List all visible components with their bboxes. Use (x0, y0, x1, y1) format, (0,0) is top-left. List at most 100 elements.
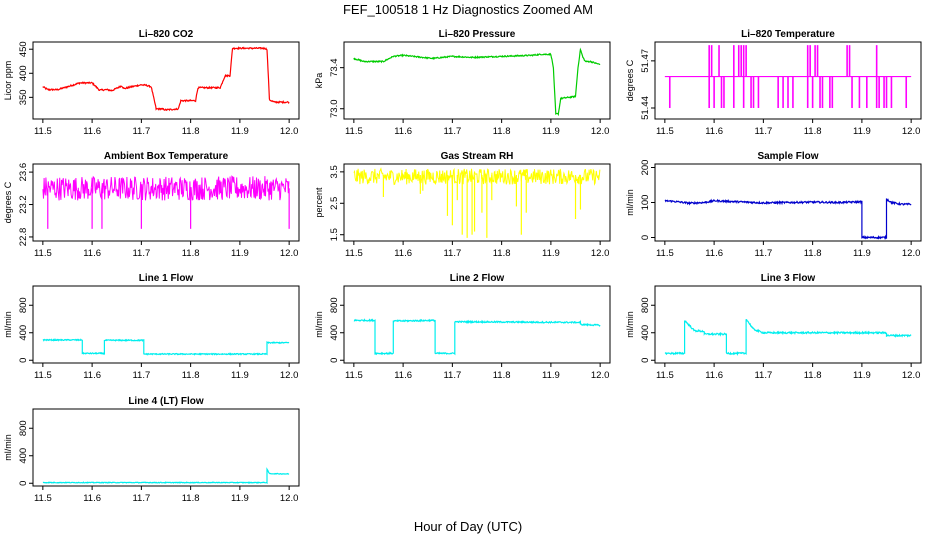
series-line (353, 47, 601, 117)
series-group (42, 338, 290, 356)
x-tick-label: 11.5 (345, 126, 363, 137)
x-tick-label: 11.6 (705, 248, 723, 259)
series-group (42, 46, 290, 112)
y-tick-label: 22.8 (18, 228, 29, 247)
x-tick-label: 11.5 (656, 370, 674, 381)
panel-grid: Li–820 CO2 Licor ppm 11.5 11.6 11.7 11.8 11.9 1… (3, 29, 922, 504)
x-tick-label: 11.9 (231, 370, 249, 381)
y-tick-label: 0 (18, 358, 29, 363)
y-tick-label: 23.2 (18, 195, 29, 214)
x-tick-label: 11.9 (853, 126, 871, 137)
chart-panel: Sample Flow ml/min 11.5 11.6 11.7 11.8 11.9 12.… (625, 151, 922, 259)
y-tick-label: 23.6 (18, 163, 29, 182)
y-axis-label: ml/min (3, 434, 13, 461)
series-group (42, 175, 290, 229)
series-line (353, 318, 601, 356)
y-tick-label: 73.0 (329, 99, 340, 118)
x-tick-label: 11.7 (754, 126, 772, 137)
y-tick-label: 800 (329, 297, 340, 313)
panel-title: Li–820 Temperature (741, 29, 835, 40)
x-tick-label: 12.0 (280, 493, 299, 504)
y-axis-label: degrees C (3, 181, 13, 223)
x-tick-label: 12.0 (280, 370, 299, 381)
y-axis-label: ml/min (625, 189, 635, 216)
x-tick-label: 11.7 (132, 493, 150, 504)
series-group (42, 467, 290, 485)
x-tick-label: 11.9 (542, 370, 560, 381)
y-tick-label: 800 (18, 420, 29, 436)
x-tick-label: 11.6 (83, 493, 101, 504)
x-tick-label: 11.6 (705, 370, 723, 381)
y-tick-label: 800 (640, 297, 651, 313)
x-tick-label: 11.8 (804, 248, 822, 259)
plot-frame (343, 285, 611, 364)
y-axis-label: kPa (314, 73, 324, 89)
x-axis-title: Hour of Day (UTC) (414, 519, 522, 534)
series-group (664, 45, 912, 108)
x-tick-label: 11.9 (231, 493, 249, 504)
x-tick-label: 11.8 (493, 248, 511, 259)
plot-frame (32, 41, 300, 120)
y-tick-label: 400 (18, 325, 29, 341)
plot-frame (32, 408, 300, 487)
y-tick-label: 0 (640, 358, 651, 363)
y-tick-label: 3.5 (329, 165, 340, 178)
x-tick-label: 11.5 (34, 126, 52, 137)
series-line (353, 167, 601, 186)
x-tick-label: 12.0 (902, 126, 921, 137)
x-tick-label: 11.6 (83, 126, 101, 137)
x-tick-label: 11.5 (345, 248, 363, 259)
panel-title: Gas Stream RH (441, 151, 514, 162)
series-group (353, 318, 601, 356)
x-tick-label: 11.5 (34, 370, 52, 381)
x-tick-label: 12.0 (591, 370, 610, 381)
y-tick-label: 400 (329, 325, 340, 341)
x-tick-label: 11.7 (132, 248, 150, 259)
plot-frame (654, 285, 922, 364)
x-tick-label: 11.8 (182, 370, 200, 381)
y-tick-label: 0 (640, 235, 651, 240)
x-tick-label: 12.0 (591, 248, 610, 259)
plot-frame (32, 285, 300, 364)
x-tick-label: 11.6 (394, 248, 412, 259)
y-tick-label: 2.5 (329, 197, 340, 210)
x-tick-label: 11.5 (345, 370, 363, 381)
x-tick-label: 11.7 (443, 370, 461, 381)
plot-frame (343, 41, 611, 120)
panel-title: Ambient Box Temperature (104, 151, 229, 162)
chart-panel: Li–820 CO2 Licor ppm 11.5 11.6 11.7 11.8 11.9 1… (3, 29, 300, 137)
y-tick-label: 1.5 (329, 228, 340, 241)
x-tick-label: 11.9 (542, 126, 560, 137)
series-group (353, 47, 601, 117)
plot-frame (32, 163, 300, 242)
x-tick-label: 12.0 (902, 370, 921, 381)
panel-title: Line 2 Flow (450, 273, 505, 284)
x-tick-label: 11.8 (493, 126, 511, 137)
chart-panel: Li–820 Pressure kPa 11.5 11.6 11.7 11.8 11.9 12… (314, 29, 611, 137)
panel-title: Line 4 (LT) Flow (128, 396, 204, 407)
x-tick-label: 11.8 (493, 370, 511, 381)
y-tick-label: 73.4 (329, 58, 340, 77)
chart-panel: Line 4 (LT) Flow ml/min 11.5 11.6 11.7 11.8 11… (3, 396, 300, 504)
series-line (42, 175, 290, 201)
series-group (664, 319, 912, 356)
panel-title: Li–820 CO2 (139, 29, 194, 40)
y-tick-label: 350 (18, 89, 29, 105)
x-tick-label: 11.7 (132, 126, 150, 137)
panel-title: Line 3 Flow (761, 273, 816, 284)
chart-panel: Li–820 Temperature degrees C 11.5 11.6 11.7 1… (625, 29, 922, 137)
chart-panel: Gas Stream RH percent 11.5 11.6 11.7 11.8 11.9… (314, 151, 611, 259)
chart-panel: Line 2 Flow ml/min 11.5 11.6 11.7 11.8 11.9 12.… (314, 273, 611, 381)
x-tick-label: 11.7 (754, 248, 772, 259)
x-tick-label: 11.7 (132, 370, 150, 381)
x-tick-label: 12.0 (902, 248, 921, 259)
y-axis-label: Licor ppm (3, 61, 13, 101)
plot-frame (343, 163, 611, 242)
x-tick-label: 11.6 (394, 370, 412, 381)
x-tick-label: 11.6 (83, 370, 101, 381)
series-line (664, 319, 912, 356)
series-group (353, 167, 601, 238)
x-tick-label: 11.9 (853, 370, 871, 381)
y-axis-label: degrees C (625, 59, 635, 101)
y-axis-label: ml/min (3, 311, 13, 338)
